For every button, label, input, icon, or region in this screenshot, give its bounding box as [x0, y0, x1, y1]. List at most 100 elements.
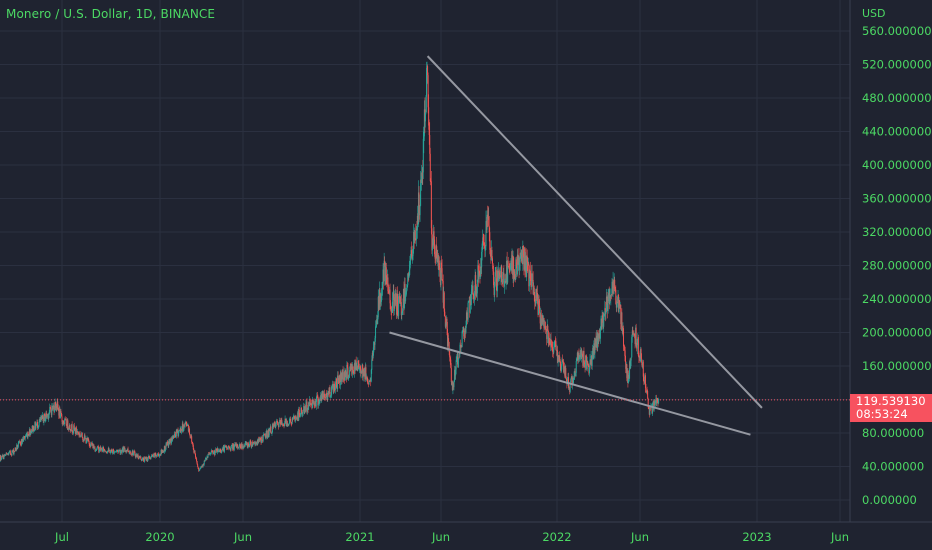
candle-body: [324, 396, 326, 398]
candle-body: [176, 429, 178, 433]
candle-body: [210, 452, 212, 454]
candle-body: [417, 215, 419, 225]
candle-body: [134, 452, 136, 456]
candle-body: [56, 401, 58, 409]
candle-body: [237, 444, 239, 448]
candle-body: [383, 269, 385, 282]
candle-body: [454, 369, 456, 376]
candle-body: [34, 422, 36, 429]
candle-body: [654, 402, 656, 405]
candle-body: [549, 338, 551, 345]
candle-body: [365, 367, 367, 380]
candle-body: [38, 422, 40, 426]
candle-body: [159, 454, 161, 455]
candle-body: [514, 271, 516, 279]
candle-body: [133, 451, 135, 454]
candle-body: [625, 360, 627, 369]
candle-body: [530, 281, 532, 288]
candle-body: [8, 451, 10, 453]
candle-body: [617, 294, 619, 304]
candle-body: [522, 245, 524, 265]
candle-body: [428, 107, 430, 126]
candle-body: [157, 453, 159, 455]
candle-body: [328, 387, 330, 394]
candle-body: [54, 410, 56, 412]
candle-body: [558, 356, 560, 358]
candle-body: [96, 447, 98, 450]
candle-body: [251, 441, 253, 447]
candle-body: [497, 271, 499, 281]
candle-body: [10, 453, 12, 455]
candle-body: [236, 444, 238, 448]
candle-body: [80, 435, 82, 437]
candle-body: [80, 435, 82, 437]
candle-body: [444, 311, 446, 317]
candle-body: [521, 252, 523, 255]
candle-body: [232, 444, 234, 450]
candle-body: [259, 438, 261, 440]
candle-body: [497, 270, 499, 281]
candle-body: [301, 407, 302, 412]
candle-body: [451, 381, 453, 391]
candle-body: [632, 330, 634, 335]
candle-body: [203, 464, 205, 466]
candle-body: [620, 312, 622, 324]
candle-body: [90, 442, 92, 444]
candle-body: [627, 375, 629, 383]
candle-body: [520, 252, 522, 259]
candle-body: [71, 424, 73, 431]
candle-body: [335, 378, 337, 388]
candle-body: [29, 429, 31, 436]
candle-body: [249, 443, 251, 447]
candle-body: [498, 270, 500, 273]
candle-body: [637, 337, 639, 340]
candle-body: [198, 468, 200, 472]
candle-body: [513, 257, 515, 281]
candle-body: [523, 248, 525, 270]
candle-body: [141, 460, 143, 461]
candle-body: [74, 428, 76, 434]
candle-body: [58, 409, 60, 416]
candle-body: [323, 393, 325, 398]
candle-body: [572, 377, 574, 384]
candle-body: [265, 433, 267, 438]
candle-body: [355, 360, 357, 370]
candle-body: [567, 377, 569, 381]
candle-body: [343, 378, 345, 380]
candle-body: [233, 445, 235, 450]
candle-body: [206, 456, 208, 460]
candle-body: [327, 393, 329, 400]
candle-body: [515, 259, 517, 280]
candle-body: [13, 451, 15, 454]
candle-body: [476, 290, 478, 294]
candle-body: [643, 376, 645, 381]
candle-body: [310, 402, 312, 405]
candle-body: [427, 75, 429, 108]
candle-body: [409, 256, 411, 265]
candle-body: [638, 356, 640, 358]
candle-body: [340, 373, 342, 382]
candle-body: [120, 451, 122, 454]
candle-body: [195, 457, 197, 459]
candle-body: [551, 346, 553, 348]
candle-body: [113, 450, 115, 454]
candle-body: [103, 449, 105, 452]
candle-body: [152, 455, 154, 457]
candle-body: [612, 280, 614, 294]
candle-body: [435, 246, 437, 259]
candle-body: [74, 428, 76, 430]
candle-body: [215, 449, 217, 453]
candle-body: [477, 265, 479, 279]
candle-body: [256, 442, 258, 445]
candle-body: [520, 252, 522, 255]
candle-body: [11, 450, 13, 456]
candle-body: [253, 442, 255, 443]
candle-body: [136, 454, 138, 456]
candle-body: [248, 444, 250, 447]
candle-body: [434, 239, 436, 255]
candle-body: [31, 425, 33, 431]
candle-body: [596, 335, 598, 348]
candle-body: [88, 441, 90, 445]
candle-body: [372, 347, 374, 356]
